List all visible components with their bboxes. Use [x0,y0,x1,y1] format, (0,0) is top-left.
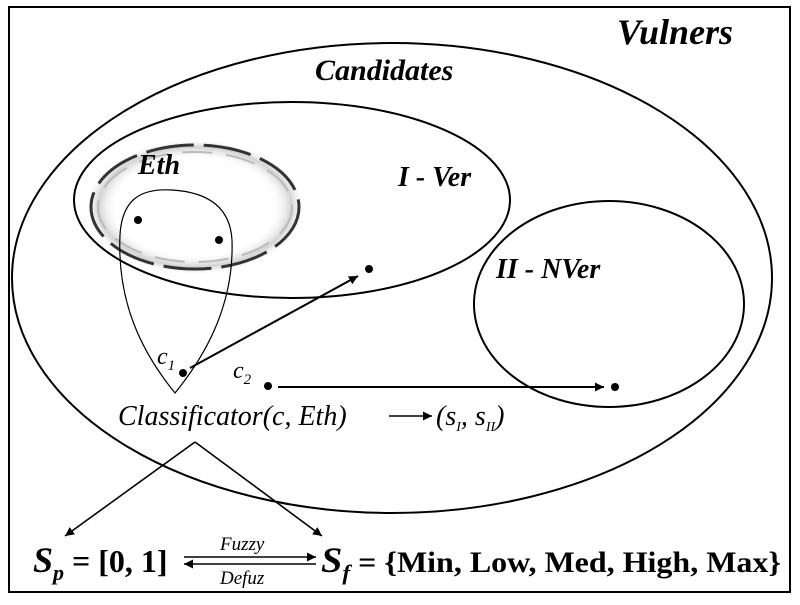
vulners-label: Vulners [617,12,733,52]
ii-nver-point [611,383,619,391]
sp-set: Sp = [0, 1] [33,540,168,585]
classifier-to-sf-arrow [194,441,323,537]
classifier-formula: Classificator(c, Eth) [118,401,347,432]
c2-label: c2 [233,358,252,388]
ii-nver-label: II - NVer [495,254,601,285]
vulners-frame [8,6,791,593]
i-ver-ellipse [73,101,511,299]
c1-point [179,369,187,377]
eth-ellipse-inner [97,151,293,263]
eth-label: Eth [137,150,180,181]
c1-to-i-ver-arrow [189,275,359,369]
classifier-region [119,189,233,394]
i-ver-point [365,265,373,273]
eth-point-1 [134,216,142,224]
classifier-to-sp-arrow [64,441,196,537]
c1-label: c1 [157,344,175,374]
defuz-label: Defuz [219,568,265,589]
candidates-label: Candidates [315,54,453,87]
c2-point [264,382,272,390]
ii-nver-ellipse [473,200,745,408]
eth-ellipse [89,143,301,271]
sf-set: Sf = {Min, Low, Med, High, Max} [321,540,781,585]
i-ver-label: I - Ver [397,162,472,193]
candidates-ellipse [11,42,773,514]
classifier-result: (sI, sII) [436,401,504,435]
eth-point-2 [215,236,223,244]
eth-glow [85,139,305,275]
fuzzy-label: Fuzzy [219,534,265,555]
